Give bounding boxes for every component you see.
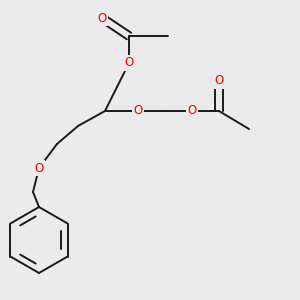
Text: O: O xyxy=(98,11,106,25)
Text: O: O xyxy=(214,74,224,88)
Text: O: O xyxy=(124,56,134,70)
Text: O: O xyxy=(34,161,43,175)
Text: O: O xyxy=(188,104,196,118)
Text: O: O xyxy=(134,104,142,118)
